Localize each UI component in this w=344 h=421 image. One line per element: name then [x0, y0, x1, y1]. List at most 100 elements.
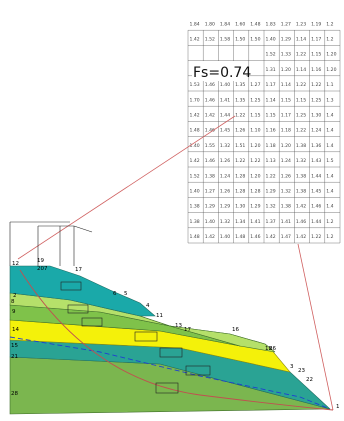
grid-cell-value: 1.16	[311, 67, 321, 73]
grid-cell-value: 1.36	[311, 143, 321, 149]
grid-cell-value: 1.30	[311, 113, 321, 119]
grid-cell-value: 1.28	[235, 189, 245, 195]
grid-cell-value: 1.27	[205, 189, 215, 195]
grid-cell-value: 1.40	[220, 82, 230, 88]
grid-cell-value: 1.46	[205, 97, 215, 103]
grid-cell-value: 1.52	[205, 37, 215, 43]
grid-cell-value: 1.4	[326, 143, 333, 149]
grid-cell-value: 1.20	[250, 173, 260, 179]
water-table-line	[9, 336, 331, 410]
grid-cell-value: 1.15	[266, 113, 276, 119]
grid-cell-value: 1.4	[326, 113, 333, 119]
grid-cell-value: 1.32	[296, 158, 306, 164]
grid-cell-value: 1.42	[266, 234, 276, 240]
grid-cell-value: 1.46	[311, 204, 321, 210]
grid-cell-value: 1.55	[205, 143, 215, 149]
soil-layers	[9, 265, 331, 415]
grid-cell-value: 1.42	[205, 234, 215, 240]
grid-cell-value: 1.22	[296, 128, 306, 134]
grid-cell-value: 1.29	[205, 204, 215, 210]
grid-cell-value: 1.38	[296, 173, 306, 179]
grid-cell-value: 1.33	[281, 52, 291, 58]
grid-cell-value: 1.46	[250, 234, 260, 240]
grid-cell-value: 1.29	[281, 37, 291, 43]
grid-cell-value: 1.40	[266, 37, 276, 43]
grid-cell-value: 1.40	[205, 219, 215, 225]
grid-cell-value: 1.52	[266, 52, 276, 58]
fs-label-background	[192, 61, 246, 81]
node-label-n16: 16	[232, 327, 239, 333]
grid-cell-value: 1.14	[296, 67, 306, 73]
grid-cell-value: 1.18	[266, 143, 276, 149]
grid-cell-value: 1.15	[250, 113, 260, 119]
grid-cell-value: 1.26	[281, 173, 291, 179]
soil-layer-teal-top	[9, 265, 156, 317]
grid-cell-value: 1.84	[220, 21, 230, 27]
grid-cell-value: 1.53	[190, 82, 200, 88]
grid-cell-value: 1.24	[281, 158, 291, 164]
grid-cell-value: 1.25	[250, 97, 260, 103]
grid-cell-value: 1.22	[296, 82, 306, 88]
grid-cell-value: 1.16	[266, 128, 276, 134]
grid-cell-value: 1.44	[220, 113, 230, 119]
grid-cell-value: 1.18	[281, 128, 291, 134]
grid-cell-value: 1.14	[296, 37, 306, 43]
node-label-n9: 9	[12, 309, 16, 315]
grid-cell-value: 1.42	[205, 113, 215, 119]
grid-cell-value: 1.22	[250, 158, 260, 164]
grid-cell-value: 1.17	[266, 82, 276, 88]
load-boxes	[60, 281, 211, 394]
grid-cell-value: 1.58	[220, 37, 230, 43]
node-label-n18: 18	[265, 346, 272, 352]
node-label-n20: 20	[37, 266, 44, 272]
grid-cell-value: 1.19	[311, 21, 321, 27]
grid-cell-value: 1.2	[326, 21, 333, 27]
grid-cell-value: 1.42	[190, 158, 200, 164]
grid-cell-value: 1.47	[281, 234, 291, 240]
grid-cell-value: 1.29	[220, 204, 230, 210]
grid-cell-value: 1.84	[190, 21, 200, 27]
grid-cell-value: 1.4	[326, 189, 333, 195]
node-label-n14: 14	[12, 327, 19, 333]
grid-cell-value: 1.28	[250, 189, 260, 195]
grid-cell-value: 1.40	[220, 234, 230, 240]
grid-cell-value: 1.15	[281, 97, 291, 103]
grid-cell-value: 1.38	[296, 189, 306, 195]
grid-cell-value: 1.5	[326, 158, 333, 164]
node-label-n6: 6	[113, 291, 117, 297]
grid-cell-value: 1.48	[190, 128, 200, 134]
node-label-n26: 26	[269, 346, 276, 352]
node-label-n2: 2	[13, 293, 17, 299]
grid-cell-value: 1.20	[326, 67, 336, 73]
grid-cell-value: 1.44	[311, 173, 321, 179]
grid-cell-value: 1.22	[235, 113, 245, 119]
grid-cell-value: 1.32	[281, 189, 291, 195]
grid-cell-value: 1.26	[235, 128, 245, 134]
grid-cell-value: 1.28	[235, 173, 245, 179]
grid-cell-value: 1.42	[190, 113, 200, 119]
grid-cell-value: 1.24	[220, 173, 230, 179]
grid-cell-value: 1.45	[311, 189, 321, 195]
grid-cell-value: 1.50	[250, 37, 260, 43]
slip-circle-arc	[19, 269, 334, 411]
grid-cell-value: 1.38	[205, 173, 215, 179]
node-label-n8: 8	[11, 299, 15, 305]
node-label-n1: 1	[336, 404, 340, 410]
node-label-n3: 3	[290, 364, 294, 370]
grid-cell-value: 1.70	[190, 97, 200, 103]
node-label-n21: 21	[11, 354, 18, 360]
grid-cell-value: 1.38	[281, 204, 291, 210]
grid-cell-value: 1.29	[266, 189, 276, 195]
grid-cell-value: 1.32	[220, 143, 230, 149]
grid-cell-value: 1.45	[220, 128, 230, 134]
grid-cell-value: 1.46	[296, 219, 306, 225]
grid-cell-value: 1.15	[311, 52, 321, 58]
grid-cell-value: 1.31	[266, 67, 276, 73]
grid-cell-value: 1.42	[296, 234, 306, 240]
grid-cell-value: 1.22	[296, 52, 306, 58]
grid-cell-value: 1.38	[190, 219, 200, 225]
grid-cell-value: 1.17	[281, 113, 291, 119]
grid-cell-value: 1.48	[235, 234, 245, 240]
grid-cell-value: 1.10	[250, 128, 260, 134]
